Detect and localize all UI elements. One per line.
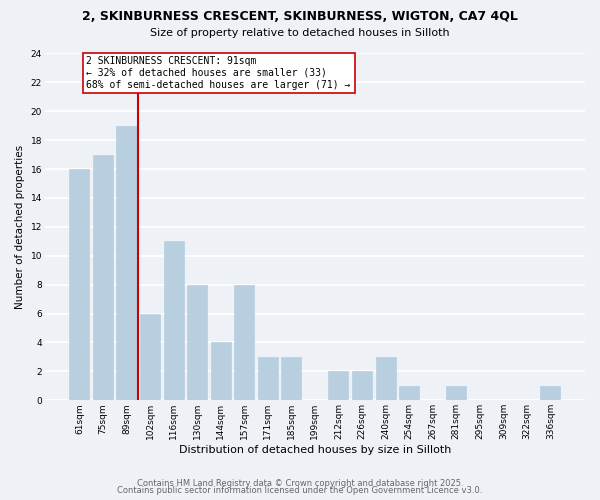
Text: Size of property relative to detached houses in Silloth: Size of property relative to detached ho… xyxy=(150,28,450,38)
Bar xyxy=(211,342,231,400)
Bar xyxy=(352,372,372,400)
Bar xyxy=(281,357,301,401)
Y-axis label: Number of detached properties: Number of detached properties xyxy=(15,145,25,309)
Bar xyxy=(116,126,137,400)
Bar xyxy=(399,386,419,400)
Bar xyxy=(376,357,395,401)
Bar xyxy=(541,386,560,400)
Bar xyxy=(446,386,466,400)
Text: 2 SKINBURNESS CRESCENT: 91sqm
← 32% of detached houses are smaller (33)
68% of s: 2 SKINBURNESS CRESCENT: 91sqm ← 32% of d… xyxy=(86,56,351,90)
Text: Contains public sector information licensed under the Open Government Licence v3: Contains public sector information licen… xyxy=(118,486,482,495)
Text: 2, SKINBURNESS CRESCENT, SKINBURNESS, WIGTON, CA7 4QL: 2, SKINBURNESS CRESCENT, SKINBURNESS, WI… xyxy=(82,10,518,23)
Bar xyxy=(234,284,254,401)
Bar xyxy=(140,314,160,400)
Bar xyxy=(164,242,184,400)
Bar xyxy=(187,284,207,401)
Bar xyxy=(70,169,89,400)
Bar xyxy=(328,372,349,400)
X-axis label: Distribution of detached houses by size in Silloth: Distribution of detached houses by size … xyxy=(179,445,451,455)
Bar xyxy=(258,357,278,401)
Bar xyxy=(93,154,113,400)
Text: Contains HM Land Registry data © Crown copyright and database right 2025.: Contains HM Land Registry data © Crown c… xyxy=(137,478,463,488)
